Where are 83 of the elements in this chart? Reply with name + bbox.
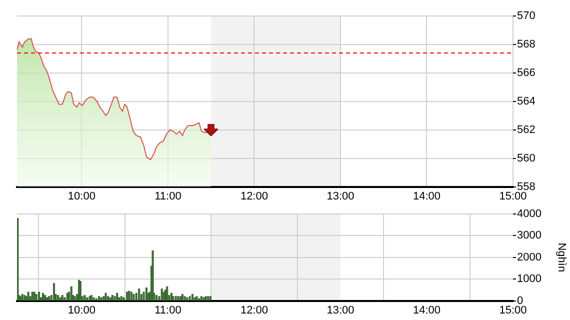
bar xyxy=(64,297,66,301)
bar xyxy=(114,296,116,301)
bar xyxy=(61,295,64,301)
bar xyxy=(160,288,163,301)
bar xyxy=(128,290,130,301)
bar xyxy=(46,297,48,301)
bar xyxy=(209,296,212,301)
bar xyxy=(84,295,86,301)
bar xyxy=(42,292,44,301)
bar xyxy=(186,297,188,301)
x-tick-label: 15:00 xyxy=(499,190,527,202)
y-tick-label: 2000 xyxy=(517,251,542,264)
bar xyxy=(86,297,88,301)
y-axis-title: Nghìn xyxy=(555,242,568,272)
bar xyxy=(204,296,207,301)
bar xyxy=(188,296,191,301)
y-tick-label: 566 xyxy=(517,66,536,79)
y-tick-label: 1000 xyxy=(517,273,542,286)
x-tick-label: 14:00 xyxy=(412,190,441,202)
bar xyxy=(118,297,120,301)
bar xyxy=(135,292,138,301)
bar xyxy=(35,294,38,301)
bar xyxy=(48,296,50,301)
bar xyxy=(31,292,34,301)
bar xyxy=(100,297,102,301)
y-tick-label: 562 xyxy=(517,124,536,136)
x-tick-label: 10:00 xyxy=(68,304,96,316)
bar xyxy=(57,295,60,301)
bar xyxy=(109,297,112,301)
bar xyxy=(44,295,46,301)
bar xyxy=(120,296,122,301)
bar xyxy=(166,286,168,301)
bar xyxy=(24,295,26,301)
bar xyxy=(111,295,114,301)
bar xyxy=(88,296,91,301)
bar xyxy=(184,296,186,301)
y-tick-label: 0 xyxy=(517,294,524,307)
x-tick-label: 13:00 xyxy=(326,190,354,202)
bar xyxy=(177,296,180,301)
bar xyxy=(92,297,95,301)
bar xyxy=(191,294,194,301)
bar xyxy=(38,292,40,301)
x-tick-label: 14:00 xyxy=(412,304,441,316)
x-tick-label: 11:00 xyxy=(154,304,182,316)
y-tick-label: 558 xyxy=(517,180,536,193)
bar xyxy=(138,288,140,301)
x-tick-label: 10:00 xyxy=(68,190,96,202)
bar xyxy=(102,296,105,301)
bar xyxy=(130,292,132,301)
bar xyxy=(104,292,107,301)
bar xyxy=(21,294,24,301)
bar xyxy=(172,296,174,301)
y-tick-label: 564 xyxy=(517,95,536,108)
bar xyxy=(152,250,154,301)
y-tick-label: 568 xyxy=(517,38,536,50)
bar xyxy=(179,296,182,301)
bar xyxy=(33,292,36,301)
bar xyxy=(27,292,30,301)
bar xyxy=(145,287,148,301)
bar xyxy=(181,294,184,301)
x-tick-label: 13:00 xyxy=(326,304,354,316)
x-tick-label: 12:00 xyxy=(240,190,268,202)
bar xyxy=(142,292,145,301)
y-tick-label: 4000 xyxy=(517,208,542,220)
bar xyxy=(207,296,210,301)
bar xyxy=(126,292,128,301)
x-tick-label: 11:00 xyxy=(154,190,182,202)
x-tick-label: 12:00 xyxy=(240,304,268,316)
bar xyxy=(174,296,177,301)
bar xyxy=(98,296,100,301)
bar xyxy=(29,296,32,301)
bar xyxy=(106,296,110,301)
bar xyxy=(132,294,135,301)
y-tick-label: 3000 xyxy=(517,230,542,242)
bar xyxy=(90,295,92,301)
y-tick-label: 560 xyxy=(517,152,536,164)
bar xyxy=(155,295,158,301)
bar xyxy=(116,292,118,301)
bar xyxy=(202,297,205,301)
bar xyxy=(59,297,62,301)
y-tick-label: 570 xyxy=(517,10,536,22)
x-tick-label: 15:00 xyxy=(499,304,527,316)
bar xyxy=(25,296,28,301)
